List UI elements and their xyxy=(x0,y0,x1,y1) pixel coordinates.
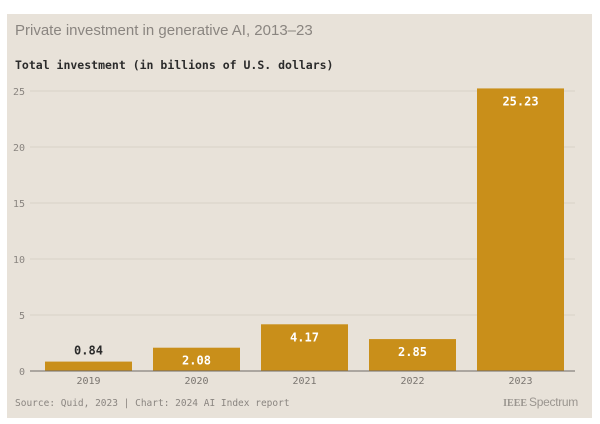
y-tick-label: 5 xyxy=(19,311,25,322)
data-label: 2.85 xyxy=(398,345,427,359)
data-label: 2.08 xyxy=(182,354,211,368)
data-label: 0.84 xyxy=(74,344,103,358)
y-tick-label: 10 xyxy=(13,255,25,266)
bar-2021 xyxy=(261,324,348,371)
chart-source: Source: Quid, 2023 | Chart: 2024 AI Inde… xyxy=(15,398,290,409)
x-tick-label: 2020 xyxy=(184,376,208,387)
bar-2022 xyxy=(369,339,456,371)
brand-logo: IEEE Spectrum xyxy=(503,395,578,409)
bar-2023 xyxy=(477,88,564,371)
y-axis-ticks: 0 5 10 15 20 25 xyxy=(13,87,25,378)
y-tick-label: 20 xyxy=(13,143,25,154)
bar-2020 xyxy=(153,347,240,371)
chart-subtitle: Total investment (in billions of U.S. do… xyxy=(15,58,334,72)
data-label: 25.23 xyxy=(502,94,538,108)
data-labels: 0.84 2.08 4.17 2.85 25.23 xyxy=(74,94,539,367)
x-tick-label: 2021 xyxy=(292,376,316,387)
chart-title: Private investment in generative AI, 201… xyxy=(15,22,313,39)
x-tick-label: 2022 xyxy=(400,376,424,387)
y-tick-label: 0 xyxy=(19,367,25,378)
x-tick-label: 2019 xyxy=(76,376,100,387)
x-axis-ticks: 2019 2020 2021 2022 2023 xyxy=(76,376,532,387)
brand-name: Spectrum xyxy=(529,395,578,409)
brand-prefix: IEEE xyxy=(503,398,528,409)
bar-2019 xyxy=(45,361,132,371)
data-label: 4.17 xyxy=(290,330,319,344)
bars xyxy=(45,88,564,371)
y-tick-label: 15 xyxy=(13,199,25,210)
x-tick-label: 2023 xyxy=(508,376,532,387)
y-tick-label: 25 xyxy=(13,87,25,98)
